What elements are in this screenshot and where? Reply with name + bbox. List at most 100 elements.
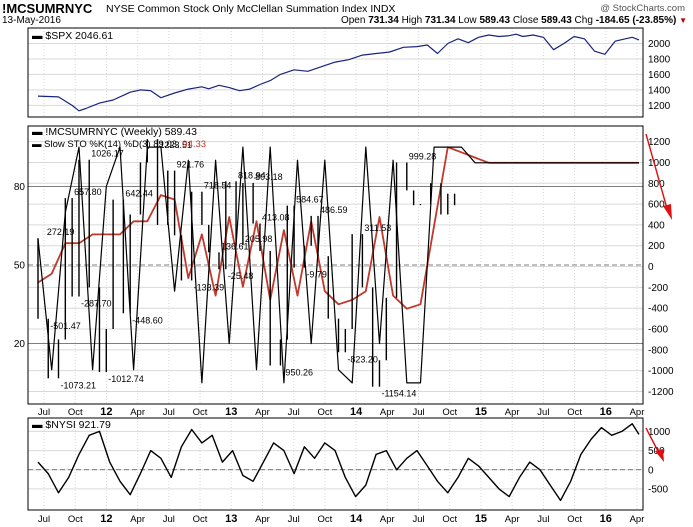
mcs-data-label: 136.61 — [221, 241, 249, 251]
x-tick-label: 13 — [225, 513, 237, 525]
nysi-series-line — [37, 423, 640, 502]
x-tick-label: Jul — [288, 514, 300, 525]
nysi-legend: ▬ $NYSI 921.79 — [32, 419, 111, 431]
x-tick-label: Apr — [380, 407, 395, 418]
sto-d-value: 94.33 — [182, 139, 206, 150]
nysi-y-tick-label: -500 — [648, 484, 668, 495]
x-tick-label: Apr — [130, 514, 145, 525]
ohlc-summary: Open 731.34 High 731.34 Low 589.43 Close… — [341, 15, 687, 26]
mcs-data-label: -501.47 — [50, 321, 81, 331]
x-tick-label: Oct — [68, 514, 83, 525]
mcs-data-label: 584.67 — [296, 195, 324, 205]
x-tick-label: Oct — [567, 407, 582, 418]
spx-panel-frame — [27, 27, 644, 118]
mcs-data-label: 642.44 — [125, 189, 153, 199]
spx-y-tick-label: 1600 — [648, 70, 671, 81]
nysi-y-tick-label: 0 — [648, 465, 654, 476]
sto-legend: ▬ Slow STO %K(14) %D(3) 89.03, 94.33 — [32, 139, 206, 150]
mcs-data-label: -950.26 — [282, 368, 313, 378]
spx-y-tick-label: 1200 — [648, 101, 671, 112]
high-value: 731.34 — [424, 15, 456, 26]
mcs-y-tick-label: -400 — [648, 304, 668, 315]
x-tick-label: Jul — [412, 407, 424, 418]
nysi-y-tick-label: 1000 — [648, 427, 671, 438]
x-tick-label: Jul — [163, 514, 175, 525]
x-tick-label: Oct — [318, 514, 333, 525]
mcs-legend: ▬ !MCSUMRNYC (Weekly) 589.43 — [32, 126, 197, 138]
high-label: High — [401, 15, 423, 26]
mcs-data-label: -9.79 — [306, 270, 327, 280]
mcs-data-label: -448.60 — [132, 315, 163, 325]
sto-left-tick-label: 80 — [14, 182, 26, 193]
mcs-data-label: -823.20 — [347, 354, 378, 364]
chg-value: -184.65 (-23.85%) — [595, 15, 677, 26]
mcs-data-label: 1223.51 — [160, 140, 193, 150]
x-tick-label: Jul — [38, 407, 50, 418]
down-triangle-icon: ▼ — [679, 16, 687, 25]
x-tick-label: Jul — [288, 407, 300, 418]
x-tick-label: Oct — [193, 407, 208, 418]
mcs-y-tick-label: 200 — [648, 241, 665, 252]
mcs-data-label: 718.54 — [204, 181, 232, 191]
x-tick-label: 14 — [350, 513, 363, 525]
chart-description: NYSE Common Stock Only McClellan Summati… — [106, 3, 396, 15]
x-tick-label: Oct — [68, 407, 83, 418]
mcs-panel-frame — [27, 125, 644, 405]
mcs-data-label: 311.53 — [364, 223, 391, 233]
projection-arrow — [645, 133, 669, 213]
mcs-data-label: 818.94 — [238, 170, 266, 180]
mcs-data-label: 272.19 — [47, 227, 75, 237]
nysi-panel-frame — [27, 417, 644, 511]
x-tick-label: Oct — [442, 514, 457, 525]
x-tick-label: 15 — [475, 406, 487, 418]
x-tick-label: Jul — [38, 514, 50, 525]
x-tick-label: Oct — [318, 407, 333, 418]
x-tick-label: Apr — [255, 407, 270, 418]
x-tick-label: 14 — [350, 406, 363, 418]
chart-date: 13-May-2016 — [2, 15, 61, 26]
mcs-data-label: -1012.74 — [108, 374, 144, 384]
x-tick-label: 13 — [225, 406, 237, 418]
spx-y-tick-label: 1800 — [648, 54, 671, 65]
x-tick-label: Apr — [505, 407, 520, 418]
x-tick-label: Jul — [412, 514, 424, 525]
x-tick-label: 16 — [600, 406, 612, 418]
mcs-data-label: 803.18 — [255, 172, 283, 182]
mcs-y-tick-label: 400 — [648, 220, 665, 231]
mcs-y-tick-label: -200 — [648, 283, 668, 294]
mcs-y-tick-label: 1200 — [648, 137, 671, 148]
x-tick-label: Oct — [193, 514, 208, 525]
x-tick-label: 15 — [475, 513, 487, 525]
mcs-data-label: -287.70 — [81, 299, 112, 309]
low-value: 589.43 — [479, 15, 511, 26]
x-tick-label: Apr — [380, 514, 395, 525]
x-tick-label: Oct — [442, 407, 457, 418]
mcs-data-label: 413.08 — [262, 213, 290, 223]
spx-legend: ▬ $SPX 2046.61 — [32, 30, 113, 42]
x-tick-label: 16 — [600, 513, 612, 525]
mcs-data-label: -25.48 — [228, 271, 254, 281]
site-watermark: @ StockCharts.com — [600, 3, 685, 14]
close-value: 589.43 — [541, 15, 572, 26]
projection-arrow-head — [663, 204, 672, 220]
spx-series-line — [37, 33, 640, 112]
mcs-y-tick-label: -1000 — [648, 366, 674, 377]
chart-symbol: !MCSUMRNYC — [2, 1, 93, 16]
sto-left-tick-label: 20 — [14, 339, 26, 350]
mcs-y-tick-label: 600 — [648, 200, 665, 211]
low-label: Low — [458, 15, 477, 26]
mcs-data-label: 921.76 — [177, 160, 205, 170]
mcs-data-label: 486.59 — [320, 205, 348, 215]
x-tick-label: Apr — [130, 407, 145, 418]
mcs-data-label: 205.98 — [245, 234, 273, 244]
x-tick-label: Apr — [630, 407, 645, 418]
x-tick-label: Apr — [630, 514, 645, 525]
mcs-data-label: -133.39 — [194, 282, 225, 292]
x-tick-label: Apr — [505, 514, 520, 525]
x-tick-label: 12 — [100, 513, 112, 525]
mcs-data-label: 1026.17 — [91, 149, 124, 159]
mcs-y-tick-label: -600 — [648, 325, 668, 336]
spx-y-tick-label: 1400 — [648, 85, 671, 96]
mcs-data-label: -1154.14 — [381, 389, 416, 399]
